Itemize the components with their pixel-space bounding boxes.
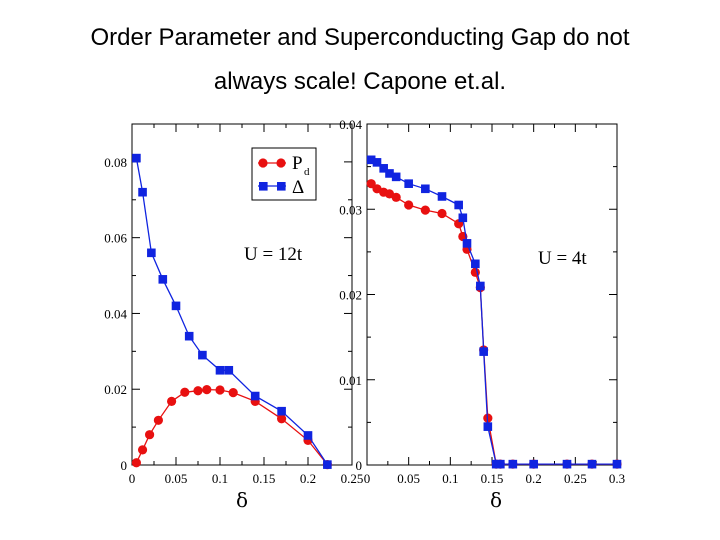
panel-1-series-delta-point	[158, 275, 168, 284]
panel-2-series-pd-point	[437, 208, 447, 219]
panel-2-ytick-label: 0.01	[339, 373, 362, 388]
panel-1-ytick-label: 0.02	[104, 382, 127, 397]
panel-1-series-delta-point	[132, 153, 141, 163]
panel-1-series-pd-point	[131, 458, 141, 468]
panel-2-series-pd-point	[420, 205, 430, 215]
panel-1-series-delta-point	[323, 460, 332, 469]
panel-1-xtick-label: 0.05	[165, 471, 188, 486]
panel-2-frame	[366, 123, 618, 466]
legend-pd-label: P	[292, 153, 303, 174]
slide-title-line-2: always scale! Capone et.al.	[213, 68, 507, 95]
panel-1-series-delta-line	[135, 157, 328, 465]
panel-1-series-pd-point	[202, 385, 212, 395]
panel-2-xtick-label: 0.1	[442, 471, 458, 486]
panel-1-frame	[131, 123, 353, 466]
panel-1-xtick-label: 0.2	[300, 471, 316, 486]
panel-2-xtick-label: 0.2	[526, 471, 542, 486]
panel-1-xtick-label: 0.15	[253, 471, 276, 486]
legend-delta-marker	[259, 182, 268, 191]
panel-2-series-delta-point	[529, 459, 538, 469]
panel-1-ytick-label: 0.08	[104, 155, 127, 170]
panel-1-series-pd-point	[228, 388, 238, 398]
panel-2-series-delta-point	[372, 158, 382, 167]
panel-2-xtick-label: 0.05	[397, 471, 420, 486]
panel-1-series-delta-point	[171, 301, 181, 311]
panel-2-series-delta-point	[391, 172, 401, 182]
legend-pd-marker	[258, 158, 268, 168]
panel-2-series-delta-point	[496, 459, 505, 469]
panel-2-series-pd-point	[391, 192, 401, 202]
panel-1-series-pd-point	[193, 386, 203, 396]
panel-1-series-pd-point	[277, 414, 287, 424]
panel-1-xlabel: δ	[236, 488, 248, 512]
legend-delta-label: Δ	[292, 177, 304, 198]
panel-1-series-delta-point	[198, 350, 207, 360]
panel-2-series-delta-point	[366, 155, 376, 165]
panel-1-ytick-label: 0	[121, 458, 128, 473]
panel-1-ytick-label: 0.06	[104, 231, 127, 246]
panel-2-xtick-label: 0.15	[481, 471, 504, 486]
panel-2-series-delta-point	[483, 422, 493, 431]
panel-1-series-pd-point	[180, 387, 190, 397]
panel-1-annotation: U = 12t	[244, 244, 303, 265]
panel-2-series-delta-point	[476, 281, 485, 291]
panel-2-annotation: U = 4t	[538, 248, 587, 269]
panel-1-series-delta-point	[277, 406, 286, 416]
panel-1-series-delta-point	[303, 431, 313, 440]
slide-title-line-1: Order Parameter and Superconducting Gap …	[90, 24, 630, 51]
panel-2-xlabel: δ	[490, 488, 502, 512]
panel-2-ytick-label: 0	[356, 458, 363, 473]
panel-1-series-pd-point	[137, 445, 148, 455]
panel-2-series-delta-point	[612, 459, 622, 469]
panel-2-series-pd-point	[404, 200, 414, 210]
panel-2-series-delta-point	[379, 164, 388, 173]
panel-1-xtick-label: 0	[129, 471, 136, 486]
panel-1-series-delta-point	[184, 331, 194, 341]
panel-1-series-delta-point	[147, 248, 156, 258]
panel-2-series-delta-point	[404, 179, 413, 188]
panel-2-ytick-label: 0.02	[339, 288, 362, 303]
panel-2-series-delta-point	[508, 459, 518, 469]
panel-2-ytick-label: 0.04	[339, 117, 362, 132]
legend-pd-subscript: d	[304, 166, 310, 178]
panel-1-series-delta-point	[250, 391, 260, 401]
panel-1-series-delta-point	[215, 365, 225, 375]
panel-1-xtick-label: 0.1	[212, 471, 228, 486]
panel-2-ytick-label: 0.03	[339, 202, 362, 217]
panel-1-series-pd-point	[153, 415, 163, 425]
panel-2-xtick-label: 0.25	[564, 471, 587, 486]
panel-1-series-delta-point	[138, 187, 147, 197]
panel-1-series-pd-point	[167, 396, 177, 406]
panel-2-xtick-label: 0.3	[609, 471, 625, 486]
panel-2-series-pd-line	[370, 183, 617, 465]
panel-1-xtick-label: 0.25	[341, 471, 364, 486]
panel-2-series-delta-point	[421, 184, 430, 194]
panel-1-series-pd-point	[215, 385, 225, 395]
panel-1-series-pd-point	[145, 430, 155, 440]
panel-2-xtick-label: 0	[364, 471, 371, 486]
legend-delta-marker	[277, 182, 286, 191]
panel-1-ytick-label: 0.04	[104, 306, 127, 321]
panel-2-series-delta-point	[385, 169, 394, 178]
panel-2-series-delta-point	[458, 213, 468, 223]
panel-2-series-delta-point	[479, 347, 488, 356]
panel-2-series-delta-point	[587, 459, 597, 469]
panel-2-series-delta-point	[437, 192, 447, 201]
panel-2-series-delta-point	[471, 259, 480, 269]
panel-1-series-delta-point	[224, 365, 234, 375]
panel-2-series-delta-point	[454, 200, 463, 210]
panel-2-series-delta-point	[462, 239, 472, 248]
legend-pd-marker	[276, 158, 286, 168]
panel-2-series-delta-point	[562, 459, 572, 469]
legend-box	[251, 147, 317, 201]
